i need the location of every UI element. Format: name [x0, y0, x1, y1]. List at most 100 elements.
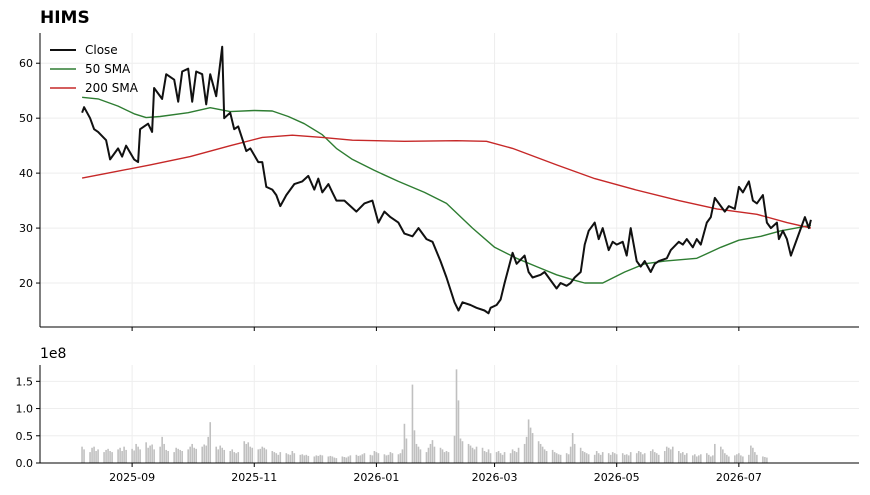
volume-bar [417, 446, 420, 463]
volume-bar [459, 438, 462, 463]
volume-bar [683, 454, 686, 463]
volume-bar [399, 453, 402, 463]
volume-bar [557, 454, 560, 463]
volume-bar [279, 452, 282, 463]
volume-bar [173, 452, 175, 463]
volume-bar [621, 453, 624, 463]
volume-bar [235, 453, 238, 463]
volume-bar [231, 449, 234, 463]
volume-bar [391, 453, 394, 463]
volume-bar [649, 451, 652, 463]
volume-bar [315, 455, 318, 463]
volume-bar [249, 446, 252, 463]
volume-bar [706, 453, 708, 463]
volume-bar [724, 453, 726, 463]
volume-bar [293, 453, 296, 463]
volume-bar [489, 453, 492, 463]
volume-bar [149, 445, 151, 463]
volume-bar [181, 451, 183, 463]
volume-bar [543, 449, 546, 463]
volume-bar [692, 455, 694, 463]
price-grid [40, 33, 859, 327]
price-chart: 20 30 40 50 60 Close 50 SMA 200 SMA [19, 33, 859, 331]
volume-bar [207, 436, 209, 463]
volume-bar [363, 453, 366, 463]
volume-bar [237, 452, 240, 463]
volume-bar [123, 446, 125, 463]
volume-bar [97, 449, 99, 463]
volume-bar [441, 449, 444, 463]
volume-bar [119, 447, 121, 463]
volume-bar [740, 455, 742, 463]
x-tick-label: 2026-03 [472, 471, 518, 484]
volume-bar [657, 454, 660, 463]
volume-bar [135, 443, 137, 463]
legend-entry: Close [85, 43, 118, 57]
volume-bar [667, 447, 670, 463]
volume-bar [443, 452, 446, 463]
volume-bar [708, 454, 710, 463]
volume-bar [257, 449, 260, 463]
volume-bar [461, 441, 464, 463]
volume-bar [261, 446, 264, 463]
series-line-close [81, 45, 812, 315]
volume-bar [762, 456, 764, 463]
volume-bar [625, 454, 628, 463]
volume-bar [495, 452, 498, 463]
volume-bar [299, 454, 302, 463]
volume-bar [385, 455, 388, 463]
volume-bar [722, 449, 724, 463]
volume-bar [643, 453, 646, 463]
volume-bar [726, 454, 728, 463]
volume-bar [301, 454, 304, 463]
volume-y-tick-label: 1.0 [16, 403, 34, 416]
volume-bar [81, 446, 83, 463]
volume-bar [615, 454, 618, 463]
x-tick-label: 2026-07 [716, 471, 762, 484]
volume-bar [453, 435, 456, 463]
volume-bar [527, 419, 530, 463]
volume-bar [131, 448, 133, 463]
legend-entry: 200 SMA [85, 81, 139, 95]
volume-bar [303, 455, 306, 463]
volume-bar [445, 451, 448, 463]
volume-y-tick-label: 0.0 [16, 457, 34, 470]
volume-bar [133, 450, 135, 463]
volume-bar [720, 446, 722, 463]
volume-bar [329, 455, 332, 463]
volume-bar [259, 448, 262, 463]
volume-bar [125, 449, 127, 463]
volume-bar [167, 451, 169, 463]
volume-bar [429, 443, 432, 463]
volume-bar [559, 454, 562, 463]
volume-bar [193, 447, 195, 463]
volume-bar [245, 443, 248, 463]
volume-bar [313, 456, 316, 463]
volume-bar [637, 451, 640, 463]
volume-bar [345, 457, 348, 463]
volume-bar [669, 449, 672, 463]
volume-bar [511, 449, 514, 463]
volume-bar [663, 451, 666, 463]
volume-bar [373, 451, 376, 463]
volume-offset-label: 1e8 [40, 346, 67, 362]
volume-bar [651, 449, 654, 463]
volume-bar [147, 447, 149, 463]
volume-bar [105, 449, 107, 463]
volume-bar [221, 447, 224, 463]
volume-bar [754, 452, 756, 463]
volume-bar [712, 455, 714, 463]
volume-bars [81, 369, 768, 463]
volume-bar [573, 443, 576, 463]
volume-bar [89, 452, 91, 463]
volume-bar [117, 449, 119, 463]
volume-bar [357, 455, 360, 463]
price-y-tick-label: 20 [19, 277, 33, 290]
volume-bar [219, 445, 222, 463]
volume-bar [469, 445, 472, 463]
volume-bar [251, 447, 254, 463]
volume-bar [305, 454, 308, 463]
volume-bar [611, 452, 614, 463]
volume-bar [425, 452, 428, 463]
